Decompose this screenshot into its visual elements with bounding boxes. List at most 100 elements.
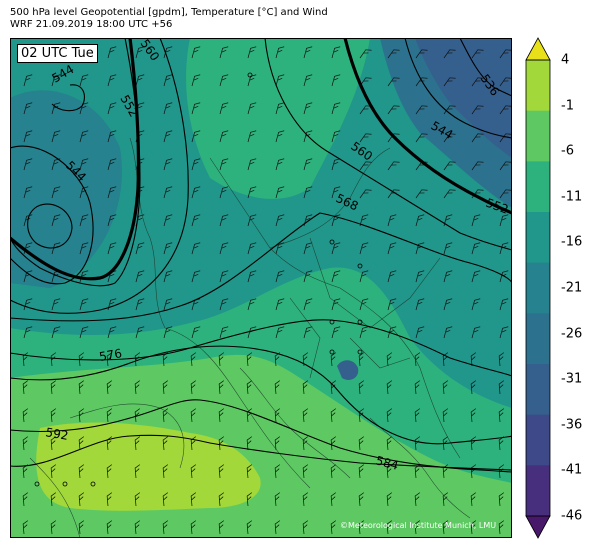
wind-barb xyxy=(162,408,169,423)
wind-barb xyxy=(470,380,477,395)
wind-barb xyxy=(247,270,257,283)
wind-barb xyxy=(135,242,145,255)
wind-barb xyxy=(331,158,341,171)
wind-barb xyxy=(23,74,33,87)
wind-barb xyxy=(107,46,117,59)
wind-barb xyxy=(358,464,365,479)
wind-barb xyxy=(387,49,400,59)
wind-barb xyxy=(78,492,85,507)
wind-barb xyxy=(218,352,225,367)
wind-barb xyxy=(387,77,400,87)
wind-barb xyxy=(79,326,89,339)
colorbar-tick-label: -21 xyxy=(561,280,583,296)
wind-barb xyxy=(359,270,369,283)
wind-barb xyxy=(303,186,313,199)
wind-barb xyxy=(50,492,57,507)
wind-barb xyxy=(79,130,89,143)
wind-barb xyxy=(247,158,257,171)
wind-barb xyxy=(386,436,393,451)
wind-barb xyxy=(499,161,512,171)
colorbar-tick-label: -26 xyxy=(561,326,583,342)
wind-barb xyxy=(331,270,341,283)
wind-barb xyxy=(219,214,229,227)
wind-barb xyxy=(78,436,85,451)
colorbar-tick-label: -31 xyxy=(561,371,583,387)
wind-barb xyxy=(387,270,397,283)
wind-barb xyxy=(359,242,369,255)
colorbar-tick-label: -41 xyxy=(561,462,583,478)
wind-barb xyxy=(387,298,397,311)
wind-barb xyxy=(274,436,281,451)
wind-barb xyxy=(191,270,201,283)
wind-barb xyxy=(415,49,428,59)
wind-barb xyxy=(219,46,229,59)
wind-barb xyxy=(471,105,484,115)
wind-barb xyxy=(190,380,197,395)
colorbar-cell xyxy=(526,110,550,162)
contour-label: 592 xyxy=(44,425,69,443)
wind-barbs xyxy=(22,46,512,535)
colorbar-tick-label: -11 xyxy=(561,189,583,205)
wind-barb xyxy=(331,298,341,311)
wind-barb xyxy=(359,189,372,199)
wind-barb xyxy=(331,130,341,143)
wind-barb xyxy=(442,408,449,423)
wind-barb xyxy=(219,130,229,143)
wind-barb xyxy=(135,298,145,311)
wind-barb xyxy=(275,270,285,283)
wind-barb xyxy=(50,464,57,479)
wind-barb xyxy=(359,214,369,227)
wind-barb xyxy=(219,326,229,339)
wind-barb xyxy=(443,49,456,59)
wind-barb xyxy=(219,186,229,199)
wind-barb xyxy=(163,74,173,87)
wind-barb xyxy=(247,46,257,59)
wind-barb xyxy=(275,326,285,339)
wind-barb xyxy=(275,46,285,59)
wind-barb xyxy=(442,352,449,367)
wind-barb xyxy=(218,380,225,395)
wind-barb xyxy=(498,520,505,535)
wind-barb xyxy=(219,270,229,283)
wind-barb xyxy=(471,133,484,143)
colorbar-cell xyxy=(526,465,550,517)
wind-barb xyxy=(303,326,313,339)
wind-barb xyxy=(330,352,337,367)
wind-barb xyxy=(191,74,201,87)
wind-barb xyxy=(414,380,421,395)
wind-barb xyxy=(275,214,285,227)
wind-barb xyxy=(50,520,57,535)
wind-barb xyxy=(275,186,285,199)
wind-barb xyxy=(303,158,313,171)
wind-barb xyxy=(22,408,29,423)
wind-barb xyxy=(359,161,372,171)
wind-barb xyxy=(106,520,113,535)
temp-band xyxy=(186,38,370,199)
wind-barb xyxy=(386,492,393,507)
wind-barb xyxy=(387,326,397,339)
wind-barb xyxy=(23,102,33,115)
wind-barb xyxy=(247,102,257,115)
wind-barb xyxy=(219,102,229,115)
forecast-time-label: 02 UTC Tue xyxy=(17,44,98,63)
wind-barb xyxy=(246,464,253,479)
wind-barb xyxy=(499,298,509,311)
wind-barb xyxy=(443,298,453,311)
wind-barb xyxy=(134,492,141,507)
wind-barb xyxy=(190,408,197,423)
wind-barb xyxy=(498,352,505,367)
wind-barb xyxy=(162,464,169,479)
colorbar-tick-label: 4 xyxy=(561,52,570,68)
wind-barb xyxy=(443,242,453,255)
wind-barb xyxy=(330,436,337,451)
wind-barb xyxy=(163,214,173,227)
wind-barb xyxy=(50,380,57,395)
wind-barb xyxy=(51,298,61,311)
wind-barb xyxy=(107,130,117,143)
wind-barb xyxy=(135,74,145,87)
wind-barb xyxy=(246,492,253,507)
wind-barb xyxy=(303,242,313,255)
wind-barb xyxy=(386,380,393,395)
wind-barb xyxy=(331,74,341,87)
wind-barb xyxy=(191,214,201,227)
